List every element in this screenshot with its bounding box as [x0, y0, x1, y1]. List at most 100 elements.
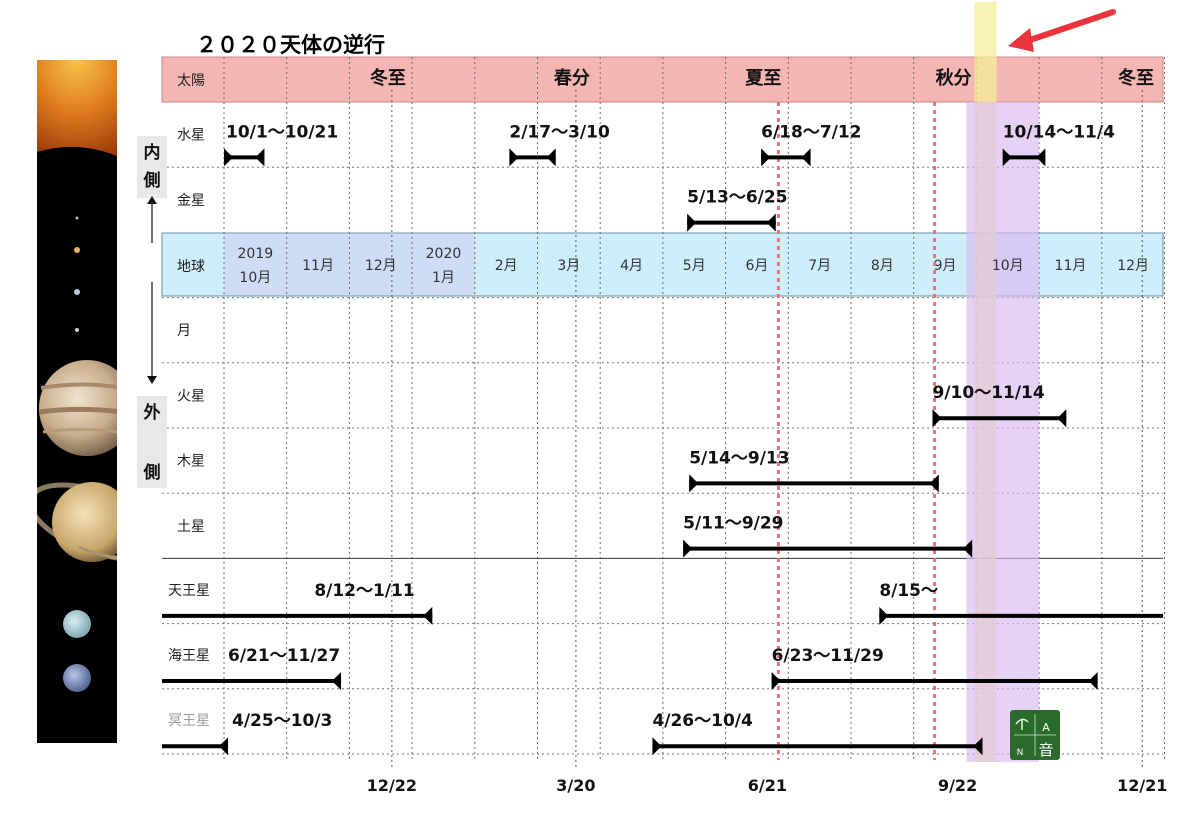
earth-image: [74, 289, 80, 295]
retrograde-end-cap: [332, 672, 342, 691]
inner-side-box: [137, 136, 167, 198]
logo-text: A: [1042, 721, 1050, 734]
retrograde-label: 4/25〜10/3: [232, 711, 332, 731]
month-label: 12月: [1117, 258, 1149, 274]
sun-image: [37, 60, 117, 156]
pointer-arrow-head: [1008, 28, 1034, 52]
october-highlight: [966, 102, 1040, 762]
inner-side-label: 内: [144, 142, 161, 163]
row-label-moon: 月: [177, 323, 191, 339]
retrograde-start-cap: [683, 539, 693, 558]
retrograde-start-cap: [652, 737, 662, 756]
month-label: 3月: [557, 258, 580, 274]
retrograde-label: 5/13〜6/25: [687, 188, 787, 208]
retrograde-end-cap: [255, 148, 265, 167]
row-label-uranus: 天王星: [168, 583, 210, 599]
season-date-label: 12/22: [367, 776, 417, 795]
retrograde-start-cap: [932, 409, 942, 428]
retrograde-label: 10/1〜10/21: [226, 122, 338, 142]
inner-arrow-head: [147, 196, 157, 204]
retrograde-end-cap: [1088, 672, 1098, 691]
outer-side-box: [137, 396, 167, 488]
chart-title: ２０２０天体の逆行: [196, 33, 385, 57]
row-label-neptune: 海王星: [168, 648, 210, 664]
venus-image: [74, 247, 80, 253]
month-label: 9月: [934, 258, 957, 274]
earth-band-prior-months: [224, 234, 475, 295]
retrograde-end-cap: [1036, 148, 1046, 167]
season-date-label: 12/21: [1117, 776, 1167, 795]
logo-text: N: [1017, 748, 1024, 758]
retrograde-end-cap: [801, 148, 811, 167]
retrograde-label: 8/15〜: [879, 581, 938, 601]
row-label-venus: 金星: [177, 193, 205, 209]
season-label: 冬至: [1118, 67, 1154, 89]
logo-sprout-icon: [1015, 718, 1029, 730]
retrograde-label: 9/10〜11/14: [933, 383, 1045, 403]
retrograde-end-cap: [929, 474, 939, 493]
retrograde-end-cap: [423, 606, 433, 625]
logo-text: 音: [1038, 741, 1053, 759]
season-date-label: 6/21: [748, 776, 787, 795]
retrograde-end-cap: [546, 148, 556, 167]
retrograde-label: 10/14〜11/4: [1003, 122, 1115, 142]
retrograde-end-cap: [963, 539, 973, 558]
retrograde-label: 8/12〜1/11: [314, 581, 414, 601]
row-label-sun: 太陽: [177, 73, 205, 89]
season-label: 冬至: [370, 67, 406, 89]
retrograde-start-cap: [687, 213, 697, 232]
season-date-label: 3/20: [556, 776, 595, 795]
retrograde-label: 5/14〜9/13: [689, 448, 789, 468]
month-label: 1月: [432, 270, 455, 286]
saturn-image: [37, 482, 117, 562]
retrograde-label: 5/11〜9/29: [683, 514, 783, 534]
logo: A N 音: [1010, 710, 1060, 760]
retrograde-end-cap: [973, 737, 983, 756]
outer-side-label: 外: [144, 402, 161, 423]
month-label: 11月: [302, 258, 334, 274]
retrograde-label: 2/17〜3/10: [509, 122, 610, 142]
retrograde-start-cap: [224, 148, 233, 167]
season-label: 秋分: [936, 67, 972, 89]
row-label-mercury: 水星: [177, 128, 205, 144]
retrograde-start-cap: [879, 606, 889, 625]
uranus-image: [63, 610, 91, 638]
month-label: 6月: [745, 258, 768, 274]
planet-image-strip: [37, 60, 117, 743]
month-label: 10月: [992, 258, 1024, 274]
jupiter-image: [38, 360, 117, 456]
row-label-earth: 地球: [177, 259, 205, 275]
retrograde-label: 4/26〜10/4: [652, 711, 753, 731]
month-label: 4月: [620, 258, 643, 274]
retrograde-start-cap: [689, 474, 699, 493]
retrograde-label: 6/18〜7/12: [761, 122, 861, 142]
row-label-saturn: 土星: [177, 519, 205, 535]
month-label: 2019: [238, 246, 274, 262]
mercury-image: [75, 216, 79, 220]
moon-image: [75, 328, 79, 332]
retrograde-end-cap: [219, 737, 229, 756]
month-label: 7月: [808, 258, 831, 274]
season-label: 夏至: [745, 68, 781, 89]
month-label: 8月: [871, 258, 894, 274]
retrograde-end-cap: [766, 213, 776, 232]
month-label: 10月: [239, 270, 271, 286]
retrograde-start-cap: [1002, 148, 1012, 167]
month-label: 2020: [426, 246, 462, 262]
season-date-label: 9/22: [938, 776, 977, 795]
retrograde-start-cap: [761, 148, 771, 167]
retrograde-label: 6/21〜11/27: [228, 646, 340, 666]
row-label-jupiter: 木星: [177, 454, 205, 470]
neptune-image: [63, 664, 91, 692]
row-label-mars: 火星: [177, 388, 205, 404]
month-label: 12月: [365, 258, 397, 274]
row-label-pluto: 冥王星: [168, 713, 210, 729]
month-label: 2月: [495, 258, 518, 274]
retrograde-start-cap: [509, 148, 519, 167]
month-label: 5月: [683, 258, 706, 274]
retrograde-start-cap: [771, 672, 781, 691]
season-label: 春分: [554, 67, 590, 89]
pointer-arrow: [1021, 9, 1116, 45]
retrograde-label: 6/23〜11/29: [772, 646, 884, 666]
outer-side-label: 側: [143, 462, 161, 483]
